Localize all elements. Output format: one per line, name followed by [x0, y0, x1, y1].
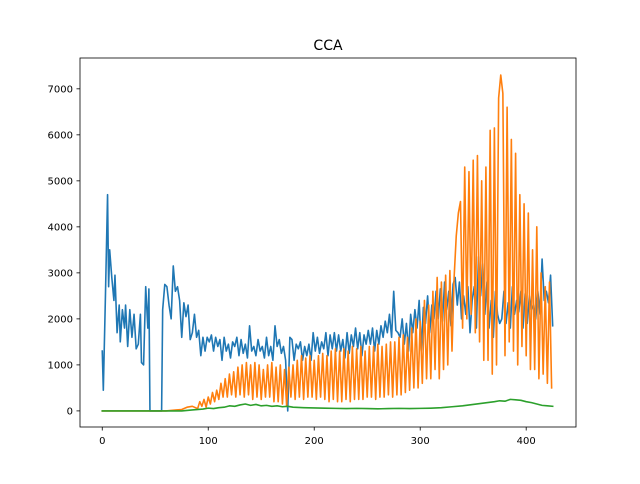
x-tick-label: 100 — [199, 436, 218, 447]
series-line-3 — [101, 398, 554, 412]
y-tick-label: 3000 — [48, 268, 73, 279]
y-tick-label: 1000 — [48, 360, 73, 371]
axes-layer: 0 100 200 300 400010002000300040005000600070… — [48, 57, 577, 447]
y-tick-label: 4000 — [48, 222, 73, 233]
chart-title: CCA — [313, 38, 343, 54]
series-line-2 — [101, 74, 553, 412]
y-tick-label: 6000 — [48, 130, 73, 141]
x-tick-label: 200 — [305, 436, 324, 447]
x-tick-label: 300 — [411, 436, 430, 447]
x-tick-label: 400 — [517, 436, 536, 447]
y-tick-label: 0 — [67, 406, 73, 417]
y-tick-label: 2000 — [48, 314, 73, 325]
plot-frame — [79, 57, 577, 428]
y-tick-label: 5000 — [48, 176, 73, 187]
y-tick-label: 7000 — [48, 84, 73, 95]
x-tick-label: 0 — [99, 436, 105, 447]
series-layer — [101, 74, 554, 412]
